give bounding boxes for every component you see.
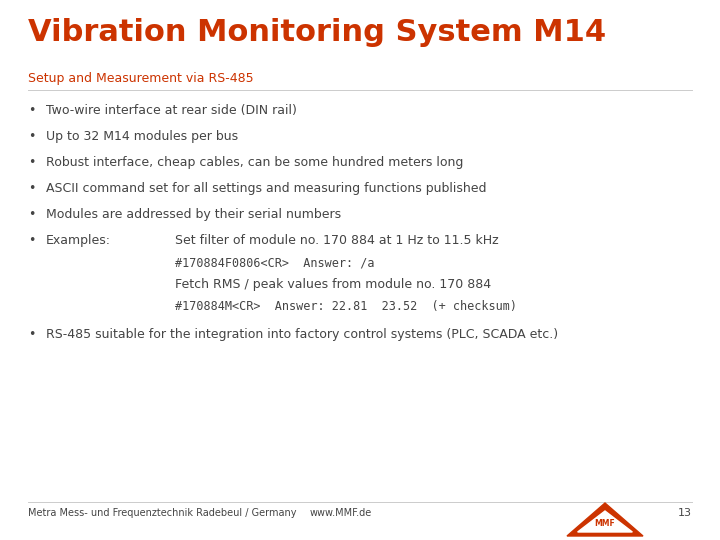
Text: Metra Mess- und Frequenztechnik Radebeul / Germany: Metra Mess- und Frequenztechnik Radebeul… [28, 508, 297, 518]
Text: #170884F0806<CR>  Answer: /a: #170884F0806<CR> Answer: /a [175, 256, 374, 269]
Text: •: • [28, 208, 35, 221]
Text: Up to 32 M14 modules per bus: Up to 32 M14 modules per bus [46, 130, 238, 143]
Text: •: • [28, 328, 35, 341]
Text: MMF: MMF [595, 519, 616, 528]
Text: Setup and Measurement via RS-485: Setup and Measurement via RS-485 [28, 72, 253, 85]
Text: #170884M<CR>  Answer: 22.81  23.52  (+ checksum): #170884M<CR> Answer: 22.81 23.52 (+ chec… [175, 300, 517, 313]
Text: ASCII command set for all settings and measuring functions published: ASCII command set for all settings and m… [46, 182, 487, 195]
Polygon shape [567, 503, 643, 536]
Text: Vibration Monitoring System M14: Vibration Monitoring System M14 [28, 18, 606, 47]
Text: www.MMF.de: www.MMF.de [310, 508, 372, 518]
Text: RS-485 suitable for the integration into factory control systems (PLC, SCADA etc: RS-485 suitable for the integration into… [46, 328, 558, 341]
Text: Fetch RMS / peak values from module no. 170 884: Fetch RMS / peak values from module no. … [175, 278, 491, 291]
Polygon shape [577, 511, 632, 532]
Text: Set filter of module no. 170 884 at 1 Hz to 11.5 kHz: Set filter of module no. 170 884 at 1 Hz… [175, 234, 499, 247]
Text: •: • [28, 130, 35, 143]
Text: •: • [28, 104, 35, 117]
Text: •: • [28, 182, 35, 195]
Text: Robust interface, cheap cables, can be some hundred meters long: Robust interface, cheap cables, can be s… [46, 156, 464, 169]
Text: •: • [28, 156, 35, 169]
Text: Modules are addressed by their serial numbers: Modules are addressed by their serial nu… [46, 208, 341, 221]
Text: Two-wire interface at rear side (DIN rail): Two-wire interface at rear side (DIN rai… [46, 104, 297, 117]
Text: •: • [28, 234, 35, 247]
Text: Examples:: Examples: [46, 234, 111, 247]
Text: 13: 13 [678, 508, 692, 518]
